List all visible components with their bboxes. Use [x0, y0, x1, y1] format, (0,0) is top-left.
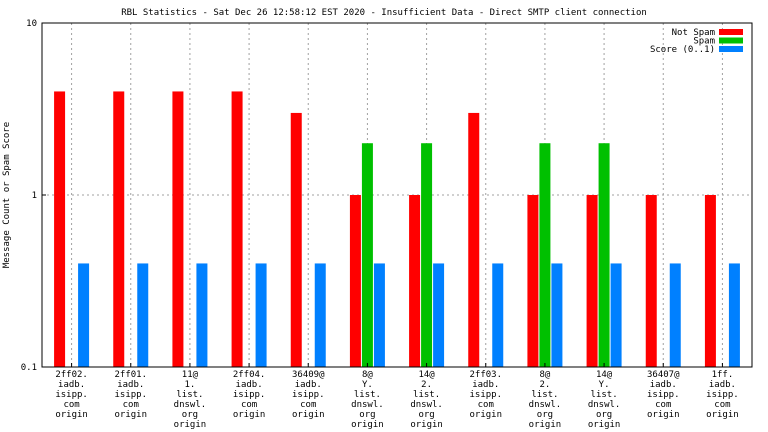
legend-label: Spam [693, 37, 715, 47]
x-tick-label: 36409@ iadb. isipp. com origin [292, 370, 325, 420]
bar-score-0-1 [373, 263, 385, 367]
x-tick-label: 2ff04. iadb. isipp. com origin [233, 370, 266, 420]
x-axis-ticks: 2ff02. iadb. isipp. com origin 2ff01. iadb. isi… [55, 363, 739, 430]
bar-score-0-1 [669, 263, 681, 367]
x-tick-label: 8@ 2. list. dnswl. org origin [529, 370, 562, 430]
legend-label: Not Spam [672, 28, 715, 38]
bar-not-spam [586, 195, 598, 367]
x-tick-label: 2ff03. iadb. isipp. com origin [469, 370, 502, 420]
x-tick-label: 8@ Y. list. dnswl. org origin [351, 370, 384, 430]
bar-score-0-1 [728, 263, 740, 367]
bar-not-spam [645, 195, 657, 367]
bar-score-0-1 [255, 263, 267, 367]
x-tick-label: 2ff02. iadb. isipp. com origin [55, 370, 88, 420]
bar-not-spam [231, 91, 243, 367]
y-tick-label: 0.1 [21, 363, 37, 373]
x-tick-label: 2ff01. iadb. isipp. com origin [114, 370, 147, 420]
bar-not-spam [290, 112, 302, 367]
bar-not-spam [527, 195, 539, 367]
x-tick-label: 11@ 1. list. dnswl. org origin [174, 370, 207, 430]
chart-title: RBL Statistics - Sat Dec 26 12:58:12 EST… [121, 8, 647, 18]
x-tick-label: 36407@ iadb. isipp. com origin [647, 370, 680, 420]
legend-swatch [719, 29, 743, 35]
y-tick-label: 10 [26, 19, 37, 29]
bar-score-0-1 [78, 263, 90, 367]
bar-score-0-1 [492, 263, 504, 367]
legend-swatch [719, 37, 743, 44]
bar-spam [539, 143, 551, 367]
legend-label: Score (0..1) [650, 45, 715, 55]
bars [54, 91, 740, 367]
bar-score-0-1 [551, 263, 563, 367]
bar-spam [421, 143, 433, 367]
x-tick-label: 14@ 2. list. dnswl. org origin [410, 370, 443, 430]
x-tick-label: 14@ Y. list. dnswl. org origin [588, 370, 621, 430]
plot-frame [41, 22, 753, 368]
x-tick-label: 1ff. iadb. isipp. com origin [706, 370, 739, 420]
bar-score-0-1 [314, 263, 326, 367]
bar-score-0-1 [433, 263, 445, 367]
bar-spam [361, 143, 373, 367]
bar-score-0-1 [610, 263, 622, 367]
bar-not-spam [113, 91, 125, 367]
bar-score-0-1 [196, 263, 208, 367]
bar-not-spam [468, 112, 480, 367]
legend-swatch [719, 46, 743, 52]
bar-not-spam [54, 91, 66, 367]
bar-spam [598, 143, 610, 367]
bar-not-spam [409, 195, 421, 367]
y-tick-label: 1 [32, 191, 37, 201]
bar-score-0-1 [137, 263, 149, 367]
grid-lines [42, 23, 752, 367]
y-axis-label: Message Count or Spam Score [2, 122, 12, 268]
bar-not-spam [172, 91, 184, 367]
bar-not-spam [349, 195, 361, 367]
bar-not-spam [704, 195, 716, 367]
